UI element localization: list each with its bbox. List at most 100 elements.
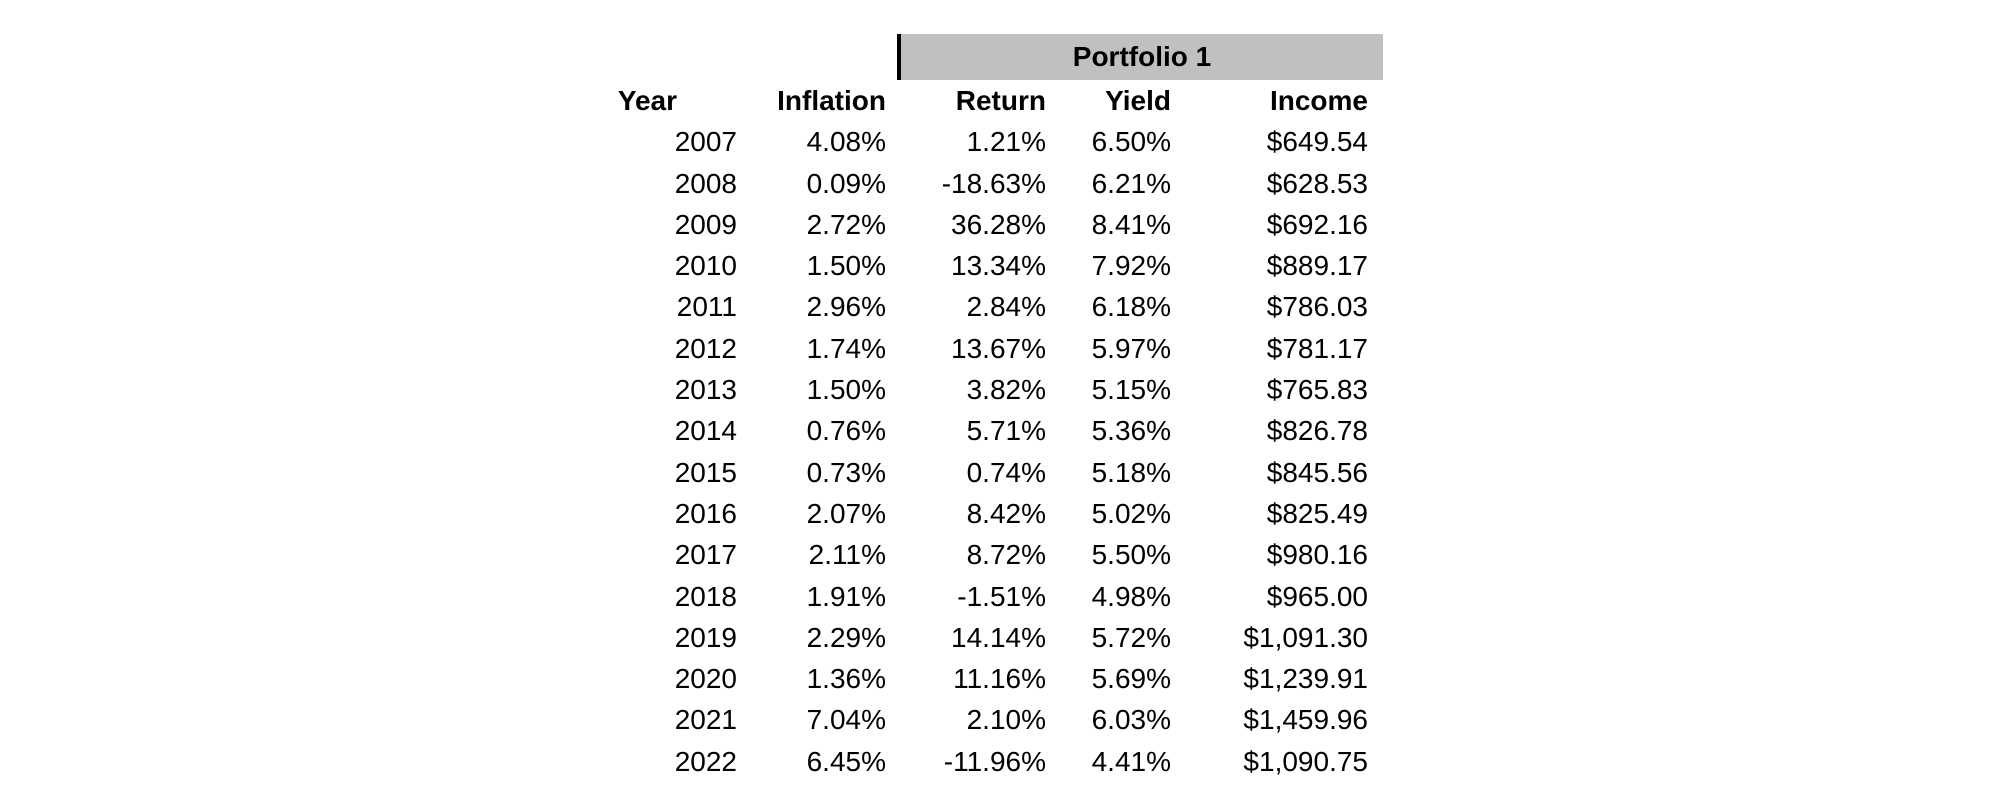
cell-year: 2008 [674, 167, 737, 199]
table-row: 2022 6.45% -11.96% 4.41% $1,090.75 [560, 741, 1368, 782]
table-row: 2009 2.72% 36.28% 8.41% $692.16 [560, 204, 1368, 245]
group-header-label: Portfolio 1 [1072, 41, 1212, 72]
cell-return: -11.96% [943, 745, 1046, 777]
table-row: 2014 0.76% 5.71% 5.36% $826.78 [560, 410, 1368, 451]
cell-inflation: 1.74% [806, 332, 886, 364]
cell-yield: 7.92% [1091, 250, 1171, 282]
cell-inflation: 2.11% [808, 539, 886, 571]
cell-yield: 5.72% [1091, 621, 1171, 653]
cell-yield: 8.41% [1091, 208, 1171, 240]
cell-inflation: 2.96% [806, 291, 886, 323]
cell-income: $1,459.96 [1243, 704, 1368, 736]
cell-year: 2020 [674, 663, 737, 695]
cell-year: 2014 [674, 415, 737, 447]
cell-inflation: 2.72% [806, 208, 886, 240]
cell-inflation: 7.04% [806, 704, 886, 736]
cell-inflation: 1.50% [806, 250, 886, 282]
cell-yield: 6.03% [1091, 704, 1171, 736]
cell-inflation: 0.76% [806, 415, 886, 447]
cell-return: 3.82% [966, 374, 1046, 406]
cell-return: -1.51% [957, 580, 1046, 612]
cell-income: $1,091.30 [1243, 621, 1368, 653]
table-row: 2008 0.09% -18.63% 6.21% $628.53 [560, 163, 1368, 204]
table-row: 2018 1.91% -1.51% 4.98% $965.00 [560, 576, 1368, 617]
cell-year: 2010 [674, 250, 737, 282]
table-body: 2007 4.08% 1.21% 6.50% $649.54 2008 0.09% -18.6… [560, 121, 1368, 782]
cell-year: 2013 [674, 374, 737, 406]
cell-income: $628.53 [1266, 167, 1368, 199]
cell-income: $1,239.91 [1243, 663, 1368, 695]
cell-return: 8.72% [966, 539, 1046, 571]
cell-income: $889.17 [1266, 250, 1368, 282]
cell-return: 1.21% [966, 126, 1046, 158]
cell-yield: 5.50% [1091, 539, 1171, 571]
cell-return: 36.28% [951, 208, 1046, 240]
cell-year: 2018 [674, 580, 737, 612]
cell-inflation: 4.08% [806, 126, 886, 158]
portfolio-group-header: Portfolio 1 [897, 34, 1383, 80]
cell-yield: 6.18% [1091, 291, 1171, 323]
table-row: 2013 1.50% 3.82% 5.15% $765.83 [560, 369, 1368, 410]
cell-inflation: 2.29% [806, 621, 886, 653]
cell-return: 2.10% [966, 704, 1046, 736]
cell-return: 13.34% [951, 250, 1046, 282]
cell-inflation: 1.50% [806, 374, 886, 406]
column-header-year: Year [617, 85, 677, 116]
column-header-inflation: Inflation [777, 85, 886, 116]
column-header-return: Return [955, 85, 1046, 116]
cell-year: 2009 [674, 208, 737, 240]
cell-return: 13.67% [951, 332, 1046, 364]
cell-income: $649.54 [1266, 126, 1368, 158]
table-row: 2010 1.50% 13.34% 7.92% $889.17 [560, 245, 1368, 286]
cell-year: 2012 [674, 332, 737, 364]
cell-year: 2011 [676, 291, 737, 323]
cell-return: 11.16% [953, 663, 1046, 695]
cell-year: 2017 [674, 539, 737, 571]
column-header-income: Income [1269, 85, 1368, 116]
cell-income: $825.49 [1266, 497, 1368, 529]
cell-yield: 6.21% [1091, 167, 1171, 199]
column-header-yield: Yield [1105, 85, 1171, 116]
cell-inflation: 1.36% [806, 663, 886, 695]
cell-income: $781.17 [1266, 332, 1368, 364]
table-row: 2017 2.11% 8.72% 5.50% $980.16 [560, 534, 1368, 575]
cell-return: 14.14% [951, 621, 1046, 653]
cell-yield: 5.69% [1091, 663, 1171, 695]
cell-yield: 5.15% [1091, 374, 1171, 406]
cell-return: 0.74% [966, 456, 1046, 488]
table-row: 2012 1.74% 13.67% 5.97% $781.17 [560, 328, 1368, 369]
cell-inflation: 2.07% [806, 497, 886, 529]
cell-yield: 4.41% [1091, 745, 1171, 777]
cell-inflation: 0.09% [806, 167, 886, 199]
table-row: 2007 4.08% 1.21% 6.50% $649.54 [560, 121, 1368, 162]
data-table: Year Inflation Return Yield Income 2007 4… [560, 80, 1368, 782]
column-header-row: Year Inflation Return Yield Income [560, 80, 1368, 121]
cell-yield: 5.18% [1091, 456, 1171, 488]
cell-inflation: 0.73% [806, 456, 886, 488]
cell-income: $826.78 [1266, 415, 1368, 447]
cell-yield: 4.98% [1091, 580, 1171, 612]
cell-return: 5.71% [966, 415, 1046, 447]
cell-yield: 5.36% [1091, 415, 1171, 447]
cell-yield: 6.50% [1091, 126, 1171, 158]
cell-yield: 5.02% [1091, 497, 1171, 529]
cell-year: 2015 [674, 456, 737, 488]
cell-year: 2016 [674, 497, 737, 529]
table-row: 2020 1.36% 11.16% 5.69% $1,239.91 [560, 658, 1368, 699]
cell-return: -18.63% [941, 167, 1046, 199]
cell-return: 8.42% [966, 497, 1046, 529]
cell-yield: 5.97% [1091, 332, 1171, 364]
cell-return: 2.84% [966, 291, 1046, 323]
table-row: 2016 2.07% 8.42% 5.02% $825.49 [560, 493, 1368, 534]
cell-year: 2022 [674, 745, 737, 777]
cell-year: 2019 [674, 621, 737, 653]
cell-income: $980.16 [1266, 539, 1368, 571]
cell-income: $845.56 [1266, 456, 1368, 488]
table-row: 2015 0.73% 0.74% 5.18% $845.56 [560, 452, 1368, 493]
cell-year: 2007 [674, 126, 737, 158]
cell-income: $1,090.75 [1243, 745, 1368, 777]
cell-income: $692.16 [1266, 208, 1368, 240]
table-row: 2011 2.96% 2.84% 6.18% $786.03 [560, 286, 1368, 327]
cell-income: $765.83 [1266, 374, 1368, 406]
